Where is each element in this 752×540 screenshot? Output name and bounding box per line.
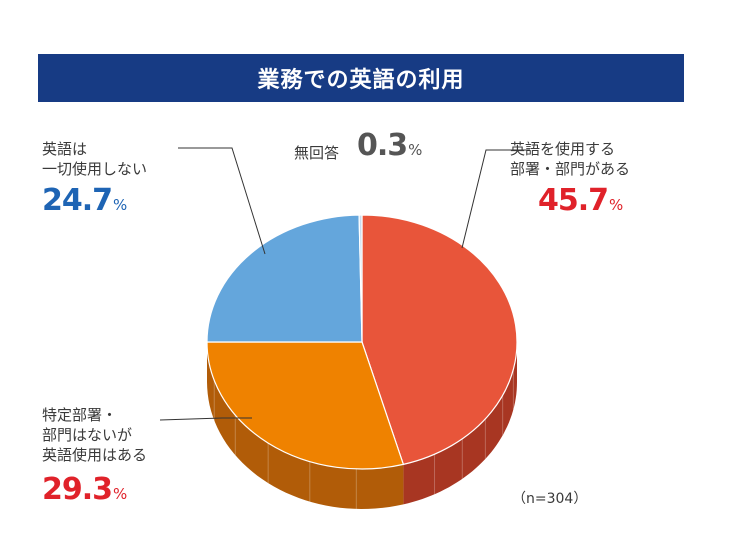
pie-slice-0 <box>361 214 518 466</box>
leader-line-1 <box>178 147 266 255</box>
label-used-without-department: 特定部署・ 部門はないが 英語使用はある <box>42 405 147 465</box>
value-no-answer: 0.3% <box>357 128 422 163</box>
label-has-department-line-1: 英語を使用する <box>510 140 616 158</box>
label-used-line-3: 英語使用はある <box>42 446 148 464</box>
value-never-used-number: 24.7 <box>42 183 113 218</box>
pie-slice-2 <box>206 214 363 343</box>
value-no-answer-number: 0.3 <box>357 128 408 163</box>
value-used-number: 29.3 <box>42 472 113 507</box>
label-no-answer: 無回答 <box>294 143 339 163</box>
value-never-used: 24.7% <box>42 183 127 218</box>
leader-lines <box>159 147 530 421</box>
pie-side-1 <box>207 342 404 509</box>
label-used-line-1: 特定部署・ <box>42 406 118 424</box>
pie-side-0 <box>403 342 517 505</box>
pie-slice-1 <box>206 341 405 470</box>
value-no-answer-unit: % <box>408 141 423 159</box>
leader-line-2 <box>159 417 252 421</box>
label-has-department-line-2: 部署・部門がある <box>510 160 631 178</box>
value-used-unit: % <box>113 485 128 503</box>
pie-sides <box>207 342 517 509</box>
value-never-used-unit: % <box>113 196 128 214</box>
pie-slice-3 <box>358 214 363 343</box>
leader-line-0 <box>461 149 530 249</box>
pie-top <box>206 214 518 470</box>
value-used-without-department: 29.3% <box>42 472 127 507</box>
value-has-department-number: 45.7 <box>538 183 609 218</box>
chart-title-bar: 業務での英語の利用 <box>38 54 684 102</box>
value-has-department-unit: % <box>609 196 624 214</box>
label-no-answer-text: 無回答 <box>294 144 340 162</box>
label-has-department: 英語を使用する 部署・部門がある <box>510 139 630 179</box>
value-has-department: 45.7% <box>538 183 623 218</box>
label-never-used-line-2: 一切使用しない <box>42 160 148 178</box>
label-never-used-line-1: 英語は <box>42 140 88 158</box>
sample-size-note: （n=304） <box>512 491 588 507</box>
label-never-used: 英語は 一切使用しない <box>42 139 147 179</box>
label-used-line-2: 部門はないが <box>42 426 133 444</box>
chart-title: 業務での英語の利用 <box>257 68 465 93</box>
